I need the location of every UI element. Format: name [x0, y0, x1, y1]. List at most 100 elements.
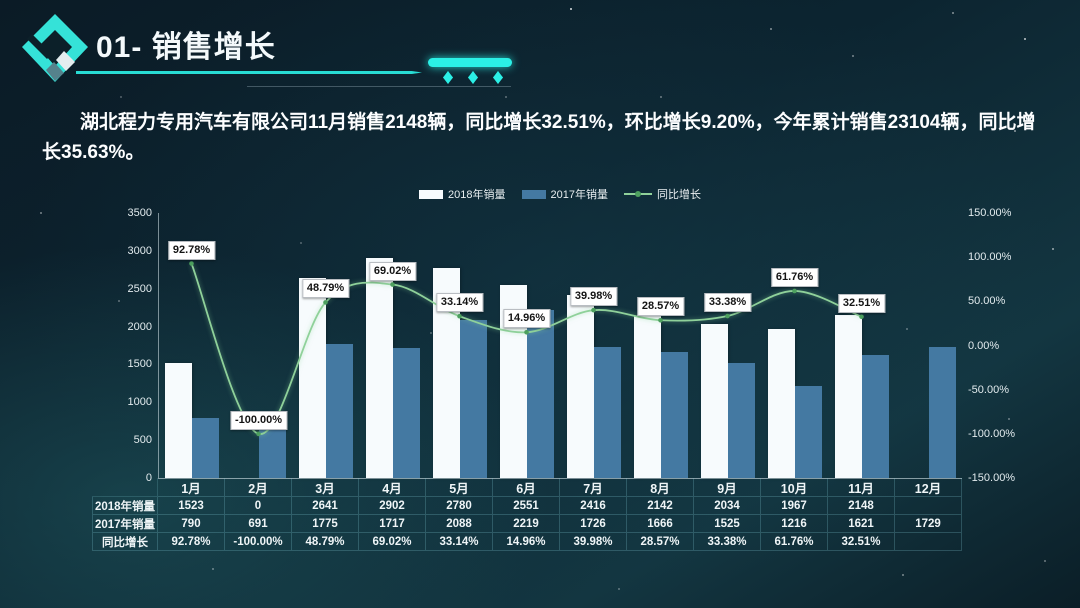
- table-cell: 790: [158, 515, 225, 533]
- table-cell: 1621: [828, 515, 895, 533]
- header-faint-line-decoration: [247, 86, 511, 87]
- legend-label-growth: 同比增长: [656, 189, 701, 201]
- growth-data-label: 48.79%: [301, 279, 350, 299]
- bar-2017年销量-8月: [660, 351, 688, 478]
- accent-diamond-icon: [468, 71, 478, 84]
- bar-2018年销量-11月: [834, 315, 862, 478]
- table-col-header: 7月: [560, 478, 627, 497]
- table-cell: 1216: [761, 515, 828, 533]
- y-axis-label-left: 3500: [127, 207, 152, 219]
- growth-data-label: -100.00%: [229, 410, 288, 430]
- table-cell: [895, 533, 962, 551]
- bar-2017年销量-12月: [928, 347, 956, 478]
- y-axis-label-left: 500: [133, 434, 152, 447]
- growth-data-label: 33.14%: [435, 293, 484, 313]
- table-col-header: 11月: [828, 478, 895, 497]
- y-axis-label-left: 2000: [127, 320, 152, 333]
- legend-swatch-2018-icon: [419, 189, 444, 199]
- sales-summary-text: 湖北程力专用汽车有限公司11月销售2148辆，同比增长32.51%，环比增长9.…: [42, 112, 1036, 163]
- table-cell: 1729: [895, 515, 962, 533]
- table-row-label: 同比增长: [92, 533, 158, 551]
- table-cell: 1726: [560, 515, 627, 533]
- table-cell: 1525: [694, 515, 761, 533]
- y-axis-label-right: 50.00%: [968, 295, 1006, 308]
- y-axis-label-right: -150.00%: [968, 472, 1016, 484]
- table-cell: 61.76%: [761, 533, 828, 551]
- growth-data-label: 32.51%: [837, 293, 886, 313]
- bar-2017年销量-3月: [325, 343, 353, 478]
- table-cell: 39.98%: [560, 533, 627, 551]
- bar-2017年销量-5月: [459, 319, 487, 478]
- table-cell: 2142: [627, 497, 694, 515]
- table-cell: 14.96%: [493, 533, 560, 551]
- bar-2018年销量-4月: [365, 258, 393, 478]
- y-axis-label-left: 3000: [127, 244, 152, 257]
- table-cell: -100.00%: [225, 533, 292, 551]
- y-axis-label-left: 1500: [127, 358, 152, 371]
- bar-2017年销量-4月: [392, 347, 420, 478]
- bar-2018年销量-7月: [566, 295, 594, 478]
- table-cell: 1967: [761, 497, 828, 515]
- bar-2018年销量-1月: [164, 362, 192, 478]
- bar-2018年销量-10月: [767, 329, 795, 478]
- bar-2017年销量-10月: [794, 385, 822, 478]
- legend-label-2018: 2018年销量: [448, 189, 506, 201]
- bar-2017年销量-6月: [526, 309, 554, 478]
- table-cell: 0: [225, 497, 292, 515]
- bar-2017年销量-7月: [593, 347, 621, 478]
- table-cell: 1717: [359, 515, 426, 533]
- growth-line-point: [792, 288, 797, 294]
- table-col-header: 6月: [493, 478, 560, 497]
- legend-label-2017: 2017年销量: [550, 189, 608, 201]
- data-table: 1月 2月 3月 4月 5月 6月 7月 8月 9月 10月 11月 12月 2018年销量 1523 0 2…: [92, 478, 962, 551]
- table-col-header: 12月: [895, 478, 962, 497]
- table-cell: 69.02%: [359, 533, 426, 551]
- growth-data-label: 33.38%: [703, 293, 752, 312]
- legend-item-2017: 2017年销量: [521, 186, 608, 202]
- bar-2018年销量-9月: [700, 323, 728, 478]
- growth-data-label: 92.78%: [167, 240, 216, 260]
- table-cell: 2641: [292, 497, 359, 515]
- table-col-header: 5月: [426, 478, 493, 497]
- table-cell: 33.14%: [426, 533, 493, 551]
- growth-data-label: 14.96%: [502, 309, 551, 329]
- table-cell: 2148: [828, 497, 895, 515]
- y-axis-label-right: 0.00%: [968, 339, 1000, 352]
- growth-line-point: [725, 313, 730, 319]
- growth-line-point: [189, 261, 194, 266]
- growth-data-label: 69.02%: [368, 261, 417, 281]
- legend-swatch-2017-icon: [521, 189, 546, 199]
- growth-data-label: 61.76%: [770, 267, 819, 287]
- y-axis-label-right: -100.00%: [968, 427, 1016, 440]
- table-col-header: 8月: [627, 478, 694, 497]
- table-cell: 2416: [560, 497, 627, 515]
- table-cell: 1523: [158, 497, 225, 515]
- table-cell: 32.51%: [828, 533, 895, 551]
- bar-2018年销量-8月: [633, 315, 661, 478]
- y-axis-label-left: 1000: [127, 396, 152, 409]
- y-axis-label-right: 150.00%: [968, 207, 1012, 219]
- x-axis-baseline: [158, 478, 962, 479]
- bar-2017年销量-9月: [727, 362, 755, 478]
- table-cell: 2551: [493, 497, 560, 515]
- table-col-header: 9月: [694, 478, 761, 497]
- bar-2018年销量-3月: [298, 278, 326, 478]
- left-y-axis-line: [158, 213, 159, 478]
- table-col-header: 3月: [292, 478, 359, 497]
- table-cell: 1666: [627, 515, 694, 533]
- table-row-label: 2018年销量: [92, 497, 158, 515]
- table-cell: 2780: [426, 497, 493, 515]
- title-underline-decoration: [76, 71, 422, 74]
- table-cell: [895, 497, 962, 515]
- accent-diamond-icon: [493, 71, 503, 84]
- table-cell: 2902: [359, 497, 426, 515]
- table-row-label: 2017年销量: [92, 515, 158, 533]
- table-cell: 2219: [493, 515, 560, 533]
- y-axis-label-left: 0: [145, 472, 152, 484]
- table-col-header: 1月: [158, 478, 225, 497]
- legend-item-2018: 2018年销量: [419, 186, 506, 202]
- page-title: 01- 销售增长: [96, 31, 276, 64]
- chart-legend: 2018年销量 2017年销量 同比增长: [158, 186, 962, 202]
- table-cell: 33.38%: [694, 533, 761, 551]
